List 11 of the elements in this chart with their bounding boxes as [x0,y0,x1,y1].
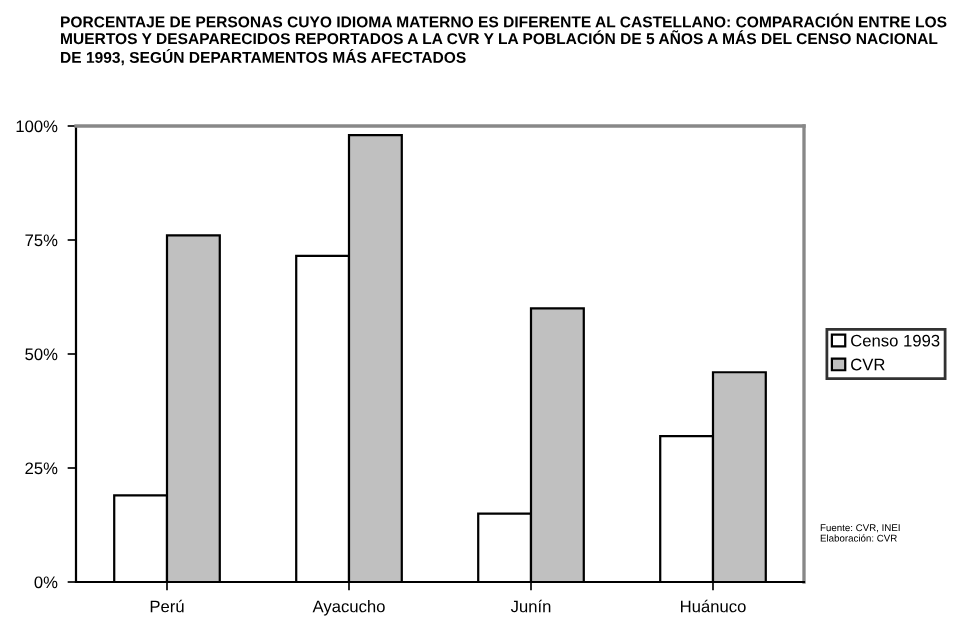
legend-label: Censo 1993 [851,334,940,347]
y-tick-label: 0% [34,576,58,589]
x-tick-label: Junín [510,599,551,613]
x-tick-label: Huánuco [681,599,746,613]
legend-label: CVR [851,358,885,371]
y-tick-label: 25% [25,462,58,475]
y-tick-label: 100% [16,120,58,133]
y-tick-label: 75% [25,234,58,247]
y-tick-label: 50% [25,348,58,361]
x-tick-label: Perú [150,599,184,613]
x-tick-label: Ayacucho [312,600,385,616]
